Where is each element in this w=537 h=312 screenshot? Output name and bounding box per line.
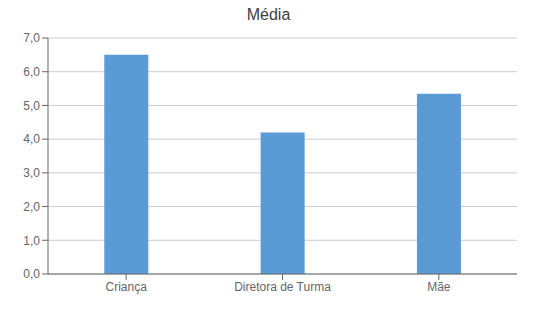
html-text:Média: Média [246,6,291,23]
svg-text:Criança: Criança [105,280,147,294]
svg-text:Mãe: Mãe [427,280,451,294]
svg-text:2,0: 2,0 [23,200,40,214]
svg-text:0,0: 0,0 [23,267,40,281]
svg-text:Diretora de Turma: Diretora de Turma [234,280,331,294]
svg-text:1,0: 1,0 [23,234,40,248]
svg-text:6,0: 6,0 [23,65,40,79]
svg-text:3,0: 3,0 [23,166,40,180]
svg-text:5,0: 5,0 [23,99,40,113]
svg-text:4,0: 4,0 [23,132,40,146]
svg-text:7,0: 7,0 [23,31,40,45]
